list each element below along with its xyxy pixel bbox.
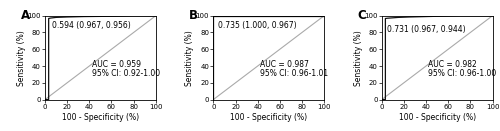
Text: AUC = 0.982: AUC = 0.982 bbox=[428, 60, 477, 69]
Text: 95% CI: 0.92-1.00: 95% CI: 0.92-1.00 bbox=[92, 69, 160, 78]
Text: AUC = 0.987: AUC = 0.987 bbox=[260, 60, 309, 69]
Y-axis label: Sensitivity (%): Sensitivity (%) bbox=[17, 30, 26, 86]
Text: 0.735 (1.000, 0.967): 0.735 (1.000, 0.967) bbox=[218, 21, 296, 30]
Y-axis label: Sensitivity (%): Sensitivity (%) bbox=[354, 30, 362, 86]
Text: 95% CI: 0.96-1.00: 95% CI: 0.96-1.00 bbox=[428, 69, 496, 78]
Text: 0.594 (0.967, 0.956): 0.594 (0.967, 0.956) bbox=[52, 21, 130, 30]
Text: 95% CI: 0.96-1.01: 95% CI: 0.96-1.01 bbox=[260, 69, 328, 78]
X-axis label: 100 - Specificity (%): 100 - Specificity (%) bbox=[230, 113, 308, 122]
Y-axis label: Sensitivity (%): Sensitivity (%) bbox=[186, 30, 194, 86]
Text: AUC = 0.959: AUC = 0.959 bbox=[92, 60, 140, 69]
Text: C: C bbox=[358, 9, 366, 22]
X-axis label: 100 - Specificity (%): 100 - Specificity (%) bbox=[398, 113, 475, 122]
Text: B: B bbox=[189, 9, 198, 22]
X-axis label: 100 - Specificity (%): 100 - Specificity (%) bbox=[62, 113, 139, 122]
Text: A: A bbox=[20, 9, 30, 22]
Text: 0.731 (0.967, 0.944): 0.731 (0.967, 0.944) bbox=[388, 25, 466, 34]
